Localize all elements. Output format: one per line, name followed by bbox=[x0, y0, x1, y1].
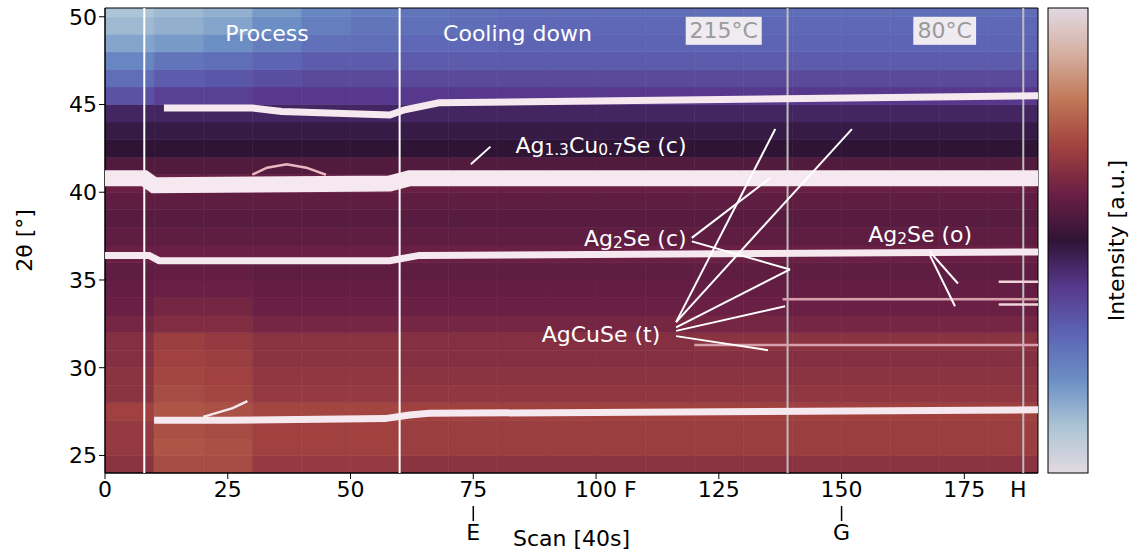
svg-text:80°C: 80°C bbox=[918, 18, 972, 43]
svg-text:100: 100 bbox=[575, 477, 617, 502]
svg-text:150: 150 bbox=[821, 477, 863, 502]
svg-text:Ag2Se (o): Ag2Se (o) bbox=[868, 222, 972, 249]
svg-text:50: 50 bbox=[337, 477, 365, 502]
svg-text:45: 45 bbox=[69, 92, 97, 117]
svg-text:F: F bbox=[624, 477, 637, 502]
svg-text:Cooling down: Cooling down bbox=[443, 20, 592, 45]
svg-text:50: 50 bbox=[69, 5, 97, 30]
svg-text:175: 175 bbox=[943, 477, 985, 502]
svg-text:G: G bbox=[833, 520, 850, 545]
svg-text:Process: Process bbox=[225, 20, 308, 45]
svg-text:215°C: 215°C bbox=[690, 18, 758, 43]
svg-text:Intensity [a.u.]: Intensity [a.u.] bbox=[1104, 160, 1129, 321]
svg-text:25: 25 bbox=[69, 443, 97, 468]
svg-text:2θ [°]: 2θ [°] bbox=[12, 209, 37, 272]
svg-text:E: E bbox=[466, 520, 480, 545]
svg-text:0: 0 bbox=[98, 477, 112, 502]
svg-text:125: 125 bbox=[698, 477, 740, 502]
svg-text:40: 40 bbox=[69, 180, 97, 205]
svg-text:AgCuSe (t): AgCuSe (t) bbox=[542, 322, 661, 347]
svg-text:Ag1.3Cu0.7Se (c): Ag1.3Cu0.7Se (c) bbox=[515, 132, 686, 159]
svg-text:25: 25 bbox=[214, 477, 242, 502]
svg-text:Ag2Se (c): Ag2Se (c) bbox=[584, 225, 687, 252]
svg-text:H: H bbox=[1010, 477, 1027, 502]
svg-text:75: 75 bbox=[459, 477, 487, 502]
svg-text:30: 30 bbox=[69, 356, 97, 381]
svg-text:Scan [40s]: Scan [40s] bbox=[513, 526, 630, 551]
svg-text:35: 35 bbox=[69, 268, 97, 293]
